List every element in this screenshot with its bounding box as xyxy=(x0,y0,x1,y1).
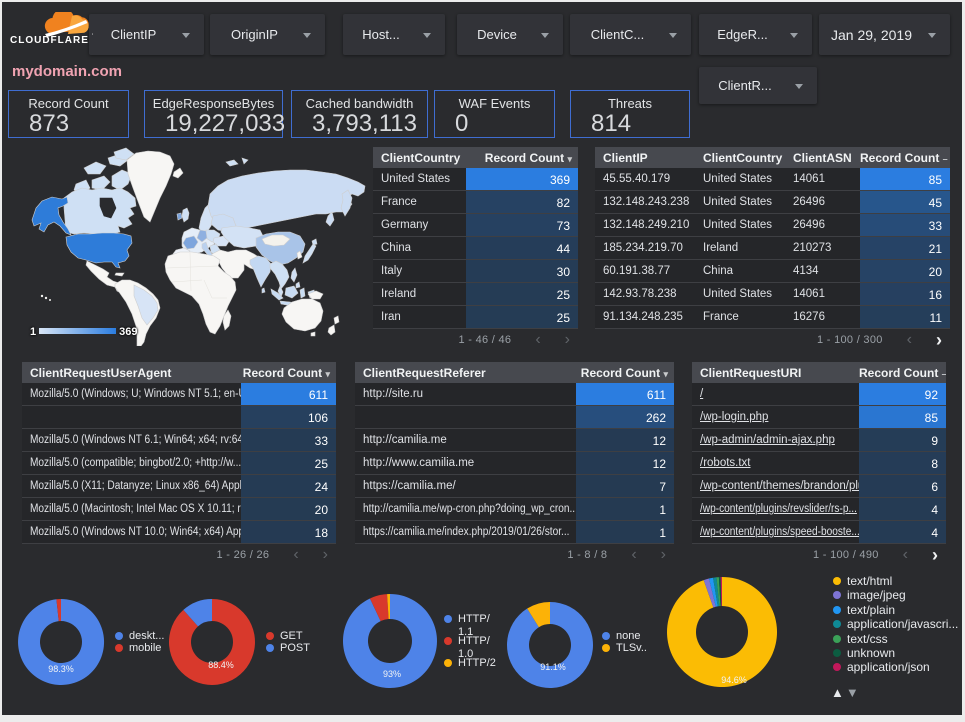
svg-text:’: ’ xyxy=(92,34,93,40)
svg-text:CLOUDFLARE: CLOUDFLARE xyxy=(10,35,89,46)
